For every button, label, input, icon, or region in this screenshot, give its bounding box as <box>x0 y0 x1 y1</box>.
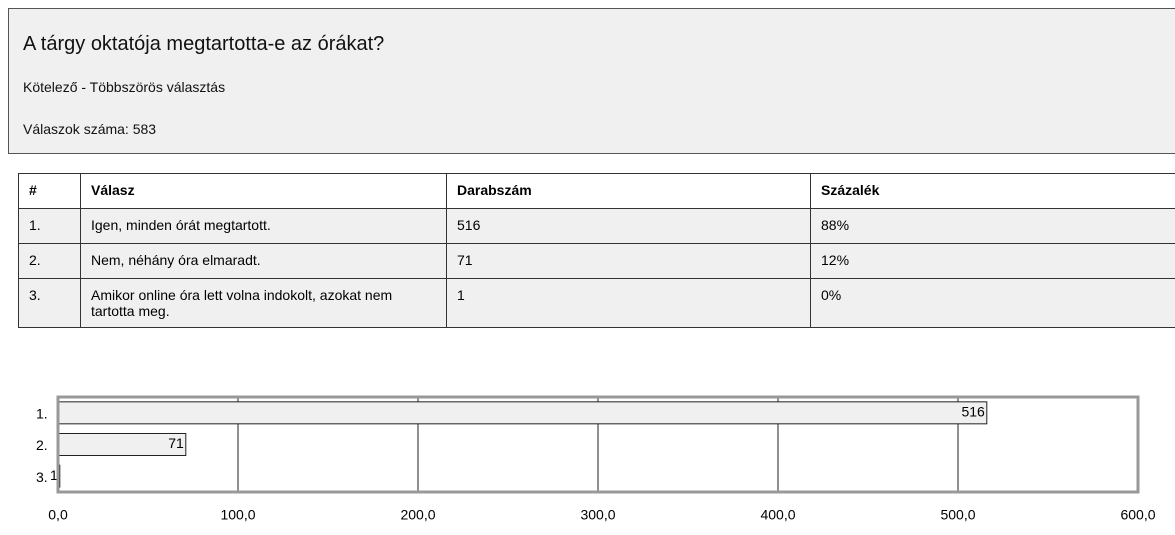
column-header: # <box>18 173 81 209</box>
table-cell: Igen, minden órát megtartott. <box>80 208 447 244</box>
table-cell: 0% <box>810 278 1175 328</box>
category-label: 2. <box>36 437 48 453</box>
bar <box>57 401 988 425</box>
value-label: 1 <box>50 467 58 483</box>
value-label: 516 <box>961 404 985 420</box>
category-label: 1. <box>36 406 48 422</box>
table-cell: 88% <box>810 208 1175 244</box>
x-tick-label: 0,0 <box>48 507 68 523</box>
x-tick-label: 400,0 <box>760 507 795 523</box>
table-row: 2. Nem, néhány óra elmaradt. 71 12% <box>18 243 1175 279</box>
bar <box>57 433 187 456</box>
column-header: Válasz <box>80 173 447 209</box>
column-header: Darabszám <box>446 173 811 209</box>
x-tick-label: 100,0 <box>220 507 255 523</box>
category-label: 3. <box>36 469 48 485</box>
table-row: 3. Amikor online óra lett volna indokolt,… <box>18 278 1175 328</box>
chart: 0,0 100,0 200,0 300,0 400,0 500,0 600,0 516 1. 71… <box>36 395 1156 523</box>
count-label: Válaszok száma: <box>23 121 129 137</box>
question-title: A tárgy oktatója megtartotta-e az órákat… <box>23 33 385 55</box>
table-cell: 3. <box>18 278 81 328</box>
response-count: Válaszok száma: 583 <box>23 121 156 137</box>
table-cell: 2. <box>18 243 81 279</box>
table-cell: Amikor online óra lett volna indokolt, a… <box>80 278 447 328</box>
plot-border <box>56 395 1140 494</box>
table-cell: 516 <box>446 208 811 244</box>
x-tick-label: 200,0 <box>400 507 435 523</box>
column-header: Százalék <box>810 173 1175 209</box>
table-cell: 71 <box>446 243 811 279</box>
x-tick-label: 500,0 <box>940 507 975 523</box>
x-tick-label: 600,0 <box>1120 507 1155 523</box>
answers-table: # Válasz Darabszám Százalék 1. Igen, minden … <box>18 173 1175 328</box>
table-cell: 1. <box>18 208 81 244</box>
question-header: A tárgy oktatója megtartotta-e az órákat… <box>8 8 1175 154</box>
table-cell: Nem, néhány óra elmaradt. <box>80 243 447 279</box>
table-body: 1. Igen, minden órát megtartott. 516 88% 2. N… <box>18 208 1175 328</box>
table-row: 1. Igen, minden órát megtartott. 516 88% <box>18 208 1175 244</box>
count-value: 583 <box>132 121 157 137</box>
x-tick-label: 300,0 <box>580 507 615 523</box>
value-label: 71 <box>168 435 184 451</box>
header-row: # Válasz Darabszám Százalék <box>18 173 1175 209</box>
table-cell: 1 <box>446 278 811 328</box>
question-type: Kötelező - Többszörös választás <box>23 79 226 95</box>
table-cell: 12% <box>810 243 1175 279</box>
